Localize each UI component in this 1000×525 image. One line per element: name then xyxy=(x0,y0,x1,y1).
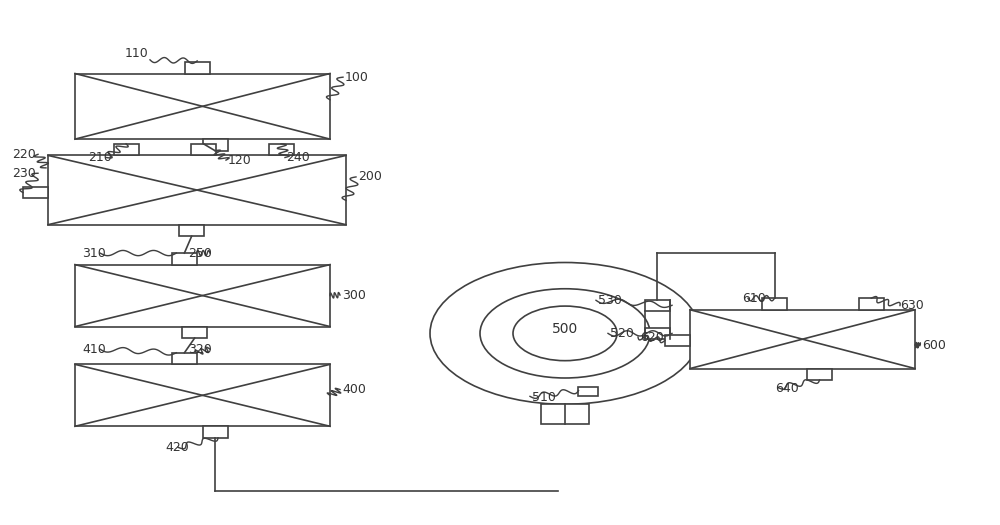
Text: 510: 510 xyxy=(532,392,556,404)
Text: 500: 500 xyxy=(552,322,578,336)
Text: 250: 250 xyxy=(188,247,212,259)
Text: 300: 300 xyxy=(342,289,366,301)
Bar xyxy=(762,298,787,310)
Bar xyxy=(578,387,598,396)
Bar xyxy=(75,265,330,327)
Bar xyxy=(23,187,48,198)
Text: 200: 200 xyxy=(358,171,382,183)
Text: 420: 420 xyxy=(165,441,189,454)
Bar xyxy=(645,299,670,311)
Bar xyxy=(172,353,197,364)
Text: 410: 410 xyxy=(82,343,106,355)
Text: 210: 210 xyxy=(88,151,112,164)
Bar xyxy=(807,369,832,380)
Text: 220: 220 xyxy=(12,148,36,161)
Bar xyxy=(202,139,228,151)
Bar xyxy=(182,327,207,338)
Text: 640: 640 xyxy=(775,382,799,395)
Bar xyxy=(75,74,330,139)
Bar xyxy=(690,310,915,369)
Text: 100: 100 xyxy=(345,71,369,83)
Bar xyxy=(645,328,670,339)
Bar xyxy=(269,144,294,155)
Bar xyxy=(665,334,690,346)
Bar xyxy=(859,298,884,310)
Text: 610: 610 xyxy=(742,292,766,304)
Text: 240: 240 xyxy=(286,151,310,164)
Text: 120: 120 xyxy=(228,154,252,166)
Text: 630: 630 xyxy=(900,299,924,312)
Bar xyxy=(179,225,204,236)
Text: 230: 230 xyxy=(12,167,36,180)
Bar xyxy=(202,426,228,438)
Bar xyxy=(185,62,210,74)
Text: 620: 620 xyxy=(640,331,664,343)
Bar xyxy=(48,155,346,225)
Text: 520: 520 xyxy=(610,327,634,340)
Bar xyxy=(172,253,197,265)
Text: 110: 110 xyxy=(124,47,148,60)
Text: 600: 600 xyxy=(922,339,946,352)
Text: 310: 310 xyxy=(82,247,106,259)
Text: 530: 530 xyxy=(598,294,622,307)
Bar xyxy=(541,404,589,424)
Text: 320: 320 xyxy=(188,343,212,355)
Bar xyxy=(191,144,216,155)
Bar xyxy=(75,364,330,426)
Bar xyxy=(114,144,139,155)
Text: 400: 400 xyxy=(342,383,366,396)
